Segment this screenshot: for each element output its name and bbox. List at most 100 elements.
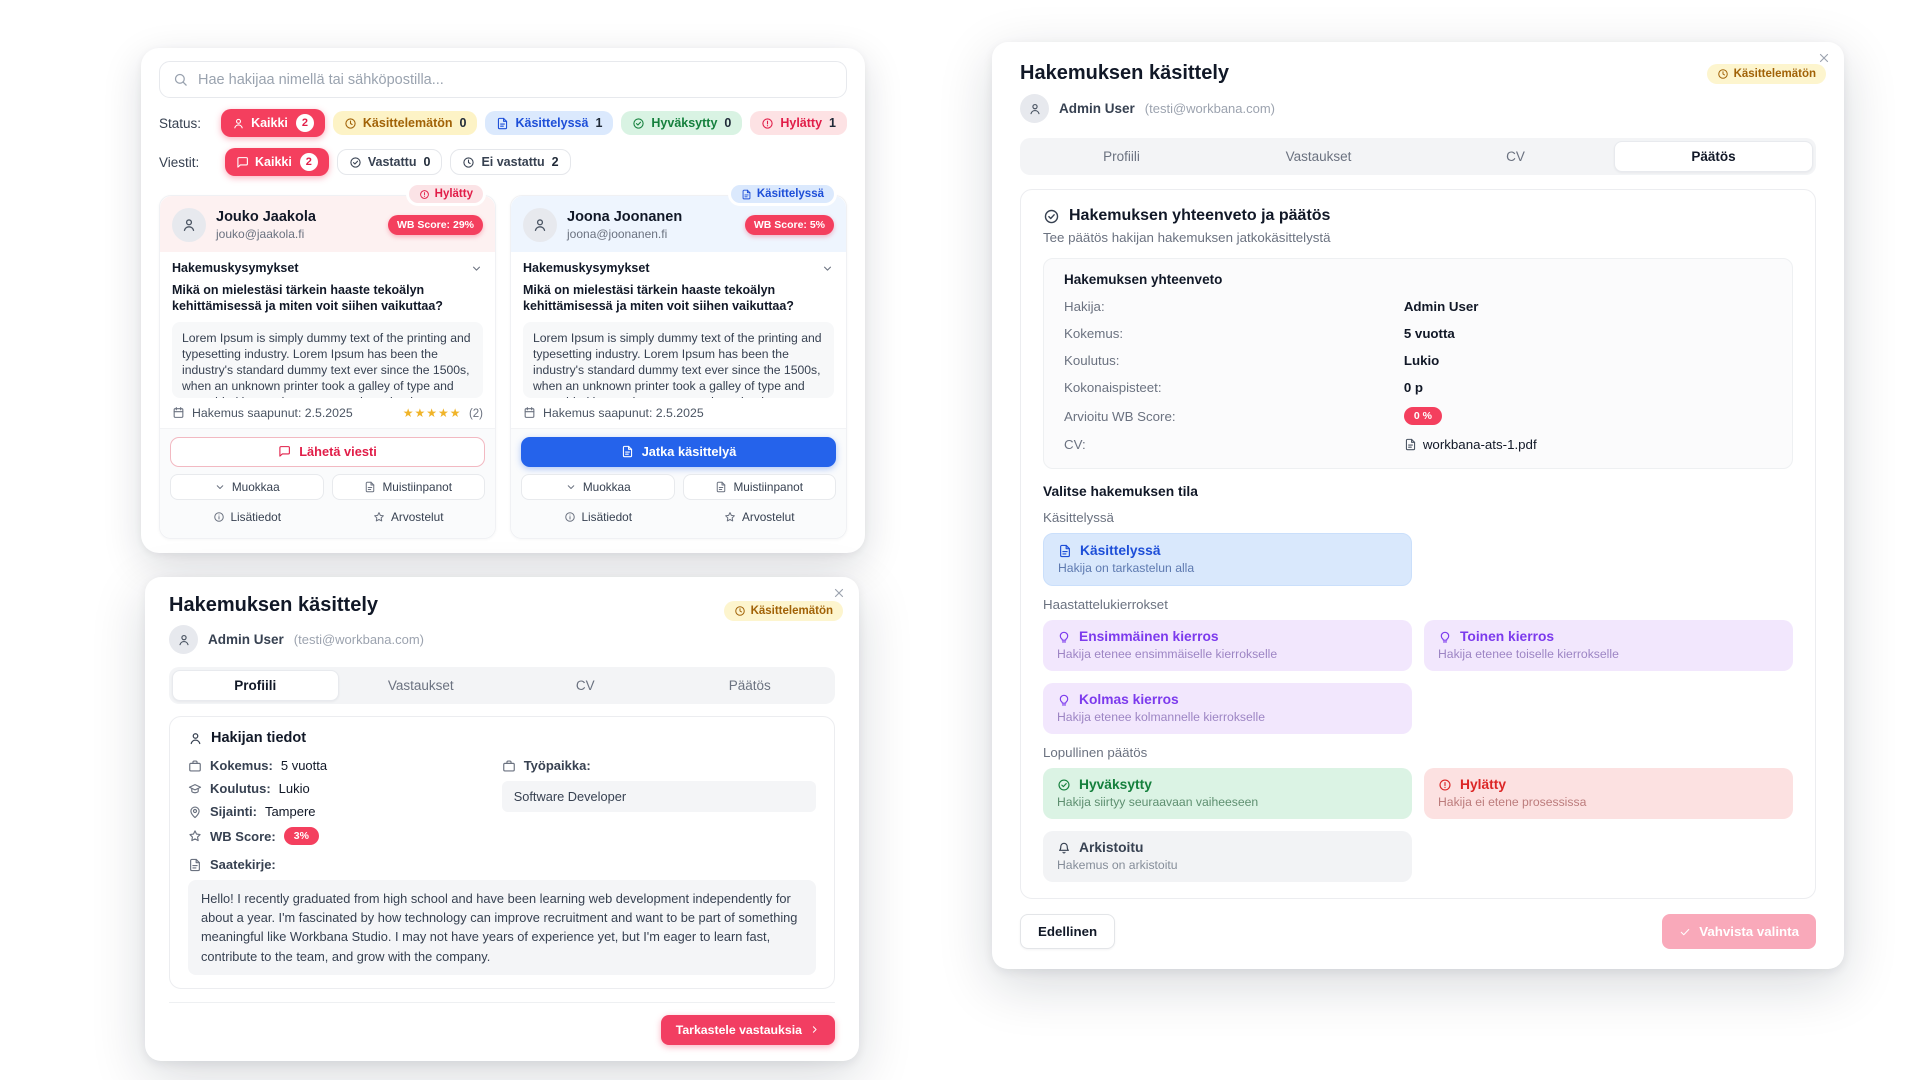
clock-icon — [734, 605, 746, 617]
user-icon — [232, 117, 245, 130]
close-icon[interactable] — [832, 586, 846, 600]
alert-circle-icon — [1438, 778, 1452, 792]
questions-header[interactable]: Hakemuskysymykset — [523, 261, 834, 275]
option-hyvaksytty[interactable]: Hyväksytty Hakija siirtyy seuraavaan vai… — [1043, 768, 1412, 819]
notes-button[interactable]: Muistiinpanot — [331, 473, 485, 500]
summary-row-applicant: Hakija: Admin User — [1064, 299, 1479, 314]
edit-button[interactable]: Muokkaa — [170, 473, 324, 500]
status-chip-unprocessed[interactable]: Käsittelemätön 0 — [332, 111, 478, 135]
chevron-down-icon[interactable] — [821, 262, 834, 275]
check-circle-icon — [1043, 208, 1060, 225]
check-circle-icon — [632, 117, 645, 130]
confirm-selection-button[interactable]: Vahvista valinta — [1662, 914, 1816, 949]
chevron-right-icon — [809, 1024, 820, 1035]
send-message-button[interactable]: Lähetä viesti — [170, 436, 485, 467]
decision-modal-footer: Edellinen Vahvista valinta — [1020, 914, 1816, 949]
choose-status-label: Valitse hakemuksen tila — [1043, 484, 1198, 499]
status-badge: Hylätty — [408, 185, 483, 203]
messages-chip-answered[interactable]: Vastattu 0 — [336, 149, 443, 175]
location-row: Sijainti: Tampere — [188, 804, 474, 819]
chip-count: 0 — [423, 155, 431, 169]
question-text: Mikä on mielestäsi tärkein haaste tekoäl… — [172, 283, 443, 314]
info-icon — [213, 511, 225, 523]
application-summary: Hakemuksen yhteenveto Hakija: Admin User… — [1043, 258, 1793, 469]
candidate-card-jouko: Hylätty Jouko Jaakola jouko@jaakola.fi W… — [159, 185, 496, 539]
status-chip-processing[interactable]: Käsittelyssä 1 — [485, 111, 614, 135]
wb-score-pill: WB Score: 29% — [387, 215, 483, 235]
tab-vastaukset[interactable]: Vastaukset — [387, 678, 454, 693]
candidate-name: Joona Joonanen — [567, 208, 683, 225]
option-round-2[interactable]: Toinen kierros Hakija etenee toiselle ki… — [1424, 620, 1793, 671]
option-hylatty[interactable]: Hylätty Hakija ei etene prosessissa — [1424, 768, 1793, 819]
option-round-3[interactable]: Kolmas kierros Hakija etenee kolmannelle… — [1043, 683, 1412, 734]
option-kasittelyssa[interactable]: Käsittelyssä Hakija on tarkastelun alla — [1043, 533, 1412, 586]
notes-button[interactable]: Muistiinpanot — [682, 473, 836, 500]
received-date: Hakemus saapunut: 2.5.2025 — [543, 405, 704, 420]
status-filter-label: Status: — [159, 115, 202, 131]
user-icon — [177, 633, 191, 647]
tab-paatos[interactable]: Päätös — [1614, 141, 1813, 172]
user-name: Admin User — [1059, 101, 1135, 116]
interview-options: Ensimmäinen kierros Hakija etenee ensimm… — [1043, 620, 1793, 734]
answer-text: Lorem Ipsum is simply dummy text of the … — [523, 321, 834, 398]
tab-cv[interactable]: CV — [575, 678, 595, 693]
tab-profiili[interactable]: Profiili — [1103, 149, 1140, 164]
lightbulb-icon — [1057, 693, 1071, 707]
lightbulb-icon — [1438, 630, 1452, 644]
star-icon — [724, 511, 736, 523]
avatar — [172, 208, 206, 242]
tab-profiili[interactable]: Profiili — [172, 670, 339, 701]
card-actions: Jatka käsittelyä Muokkaa Muistiinpanot — [511, 427, 846, 538]
section-title: Hakijan tiedot — [188, 730, 816, 746]
chevron-down-icon — [214, 481, 226, 493]
group-final-label: Lopullinen päätös — [1043, 745, 1148, 760]
cv-file[interactable]: workbana-ats-1.pdf — [1404, 437, 1537, 452]
messages-chip-unanswered[interactable]: Ei vastattu 2 — [450, 149, 571, 175]
tab-cv[interactable]: CV — [1506, 149, 1525, 164]
check-circle-icon — [349, 156, 362, 169]
search-input[interactable] — [198, 71, 833, 88]
details-button[interactable]: Lisätiedot — [521, 505, 675, 529]
user-name: Admin User — [208, 632, 284, 647]
details-button[interactable]: Lisätiedot — [170, 505, 324, 529]
action-grid: Muokkaa Muistiinpanot Lisätiedot Ar — [521, 473, 837, 529]
user-email: (testi@workbana.com) — [293, 632, 425, 647]
cover-letter-text: Hello! I recently graduated from high sc… — [188, 880, 816, 975]
candidate-card-joona: Käsittelyssä Joona Joonanen joona@joonan… — [510, 185, 847, 539]
candidate-search[interactable] — [159, 61, 847, 98]
tab-vastaukset[interactable]: Vastaukset — [1285, 149, 1352, 164]
questions-header[interactable]: Hakemuskysymykset — [172, 261, 483, 275]
close-icon[interactable] — [1817, 51, 1831, 65]
wb-score-pill: 3% — [283, 827, 319, 845]
status-chip-all[interactable]: Kaikki 2 — [221, 109, 325, 137]
summary-row-experience: Kokemus: 5 vuotta — [1064, 326, 1455, 341]
review-answers-button[interactable]: Tarkastele vastauksia — [660, 1014, 835, 1045]
continue-processing-button[interactable]: Jatka käsittelyä — [521, 436, 836, 467]
graduation-cap-icon — [188, 782, 202, 796]
candidate-email: jouko@jaakola.fi — [216, 227, 305, 242]
reviews-button[interactable]: Arvostelut — [683, 505, 837, 529]
option-arkistoitu[interactable]: Arkistoitu Hakemus on arkistoitu — [1043, 831, 1412, 882]
messages-chip-all[interactable]: Kaikki 2 — [225, 148, 329, 176]
chip-count: 0 — [724, 116, 732, 130]
status-chip-approved[interactable]: Hyväksytty 0 — [621, 111, 743, 135]
chip-count: 2 — [299, 153, 318, 171]
option-round-1[interactable]: Ensimmäinen kierros Hakija etenee ensimm… — [1043, 620, 1412, 671]
star-icon — [188, 829, 202, 843]
document-icon — [1404, 438, 1417, 451]
star-icon — [373, 511, 385, 523]
edit-button[interactable]: Muokkaa — [521, 473, 675, 500]
summary-row-score: Arvioitu WB Score: 0 % — [1064, 401, 1772, 431]
previous-button[interactable]: Edellinen — [1020, 914, 1116, 949]
card-header: Joona Joonanen joona@joonanen.fi WB Scor… — [511, 196, 846, 252]
reviews-button[interactable]: Arvostelut — [332, 505, 486, 529]
status-badge: Käsittelyssä — [730, 185, 834, 203]
application-decision-modal: Käsittelemätön Hakemuksen käsittely Admi… — [992, 42, 1844, 969]
status-chip-rejected[interactable]: Hylätty 1 — [750, 111, 847, 135]
chevron-down-icon[interactable] — [470, 262, 483, 275]
candidate-cards: Hylätty Jouko Jaakola jouko@jaakola.fi W… — [159, 185, 847, 539]
tab-paatos[interactable]: Päätös — [728, 678, 771, 693]
modal-title: Hakemuksen käsittely — [1020, 62, 1230, 84]
info-grid: Kokemus: 5 vuotta Koulutus: Lukio Sijain… — [188, 758, 816, 853]
document-icon — [741, 189, 752, 200]
